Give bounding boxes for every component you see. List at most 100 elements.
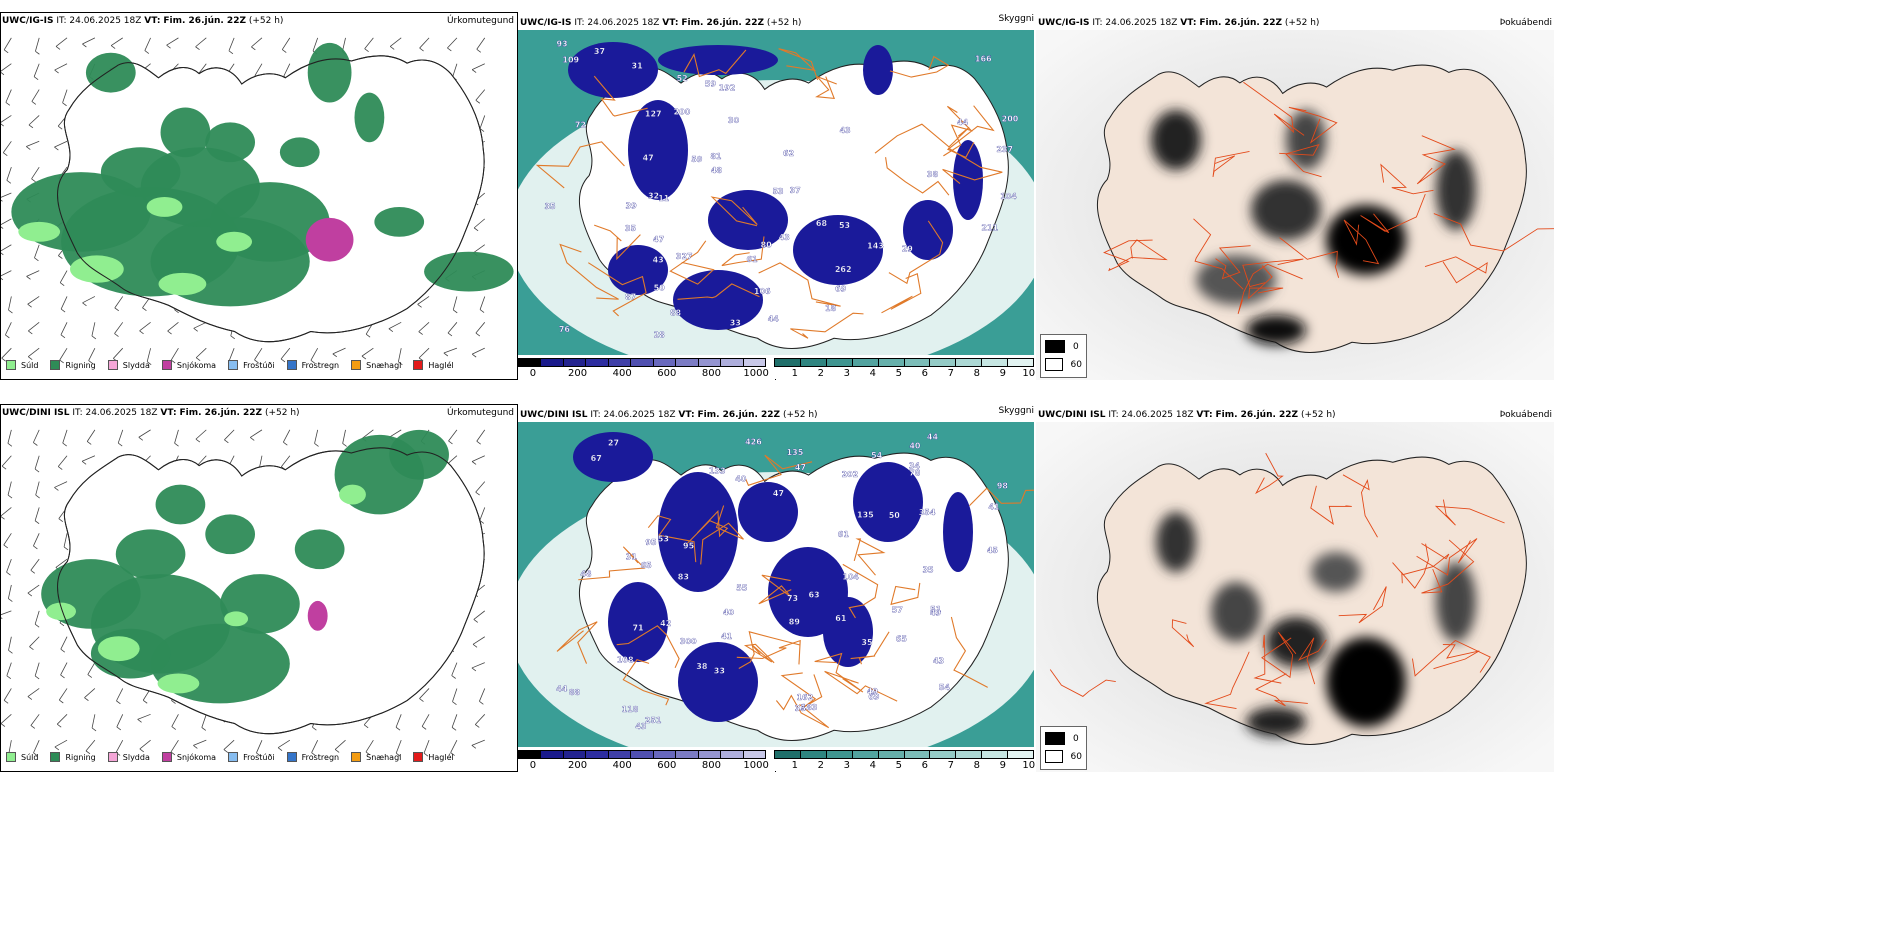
cloud-base-label: 61: [835, 614, 847, 623]
ptype-legend: Súld Rigning Slydda Snjókoma Frostúði Frostre…: [6, 360, 466, 370]
colorbar-cell: [541, 359, 564, 366]
colorbar-cell: [800, 751, 827, 758]
cloud-base-label: 251: [645, 716, 662, 725]
cloud-base-label: 57: [892, 606, 903, 615]
colorbar-tick: 10: [1022, 760, 1036, 771]
colorbar-cell: [676, 359, 699, 366]
colorbar-cell: [743, 751, 765, 758]
legend-label: Snæhagl: [366, 752, 402, 762]
cloud-base-label: 51: [930, 605, 942, 614]
fog-legend-swatch: [1045, 750, 1063, 763]
colorbar-cell: [743, 359, 765, 366]
cloud-base-label: 43: [840, 126, 851, 135]
fog-legend: 0 60: [1040, 726, 1087, 770]
cloud-base-label: 162: [796, 693, 813, 702]
cloud-base-label: 44: [927, 433, 939, 442]
row1-vis-panel: 109 93 35 166 200 262 192 327 76 143 43 37 28 35 80 59 6…: [518, 12, 1036, 380]
legend-swatch: [161, 360, 172, 370]
colorbar-cell: [826, 751, 853, 758]
cloud-base-label: 133: [709, 467, 726, 476]
panel-name: Þokuábendi: [1499, 18, 1552, 28]
height-colorbar: m0 200 400 600 800 1000: [518, 750, 769, 772]
colorbar-tick: 2: [817, 760, 824, 771]
cloud-base-label: 192: [719, 84, 736, 93]
cloud-base-label: 48: [580, 569, 592, 578]
vis-bar-ticks: km1 2 3 4 5 6 7 8 9 10: [774, 760, 1036, 772]
ptype-legend-item: Snjókoma: [161, 360, 216, 370]
colorbar-cell: [608, 751, 632, 758]
ptype-legend-item: Snæhagl: [351, 752, 401, 762]
colorbar-tick: 1: [791, 760, 798, 771]
ptype-map: [0, 404, 518, 772]
cloud-base-label: 98: [997, 481, 1009, 490]
colorbar-cell: [956, 751, 983, 758]
legend-label: Súld: [21, 752, 39, 762]
colorbar-tick: 6: [921, 368, 928, 379]
colorbar-cell: [721, 751, 744, 758]
cloud-base-label: 27: [608, 438, 619, 447]
colorbar-tick: 400: [612, 760, 632, 771]
cloud-base-label: 50: [889, 511, 901, 520]
fog-legend-item: 60: [1045, 358, 1082, 371]
cloud-base-label: 327: [676, 252, 693, 261]
colorbar-tick: 1000: [743, 760, 769, 771]
cloud-base-label: 47: [643, 153, 654, 162]
colorbar-cell: [930, 359, 957, 366]
colorbar-cell: [826, 359, 853, 366]
vis-bar-cells: [774, 358, 1034, 367]
cloud-base-label: 202: [841, 470, 858, 479]
colorbar-tick: 0: [529, 760, 537, 771]
cloud-base-label: 72: [575, 121, 586, 130]
fog-legend: 0 60: [1040, 334, 1087, 378]
vis-bar-cells: [774, 750, 1034, 759]
colorbar-tick: 7: [947, 368, 954, 379]
legend-label: Frostúði: [243, 360, 275, 370]
colorbar-tick: 800: [701, 368, 721, 379]
road-network: [535, 48, 1003, 339]
visibility-svg: 183 33 95 354 426 251 51 41 34 41 47 133 73 42 53 54 49 7…: [518, 422, 1034, 747]
legend-swatch: [228, 360, 239, 370]
cloud-base-label: 87: [625, 292, 636, 301]
cloud-base-label: 53: [839, 221, 850, 230]
cloud-base-label: 44: [556, 684, 568, 693]
row1-fog-panel: UWC/IG-IS IT: 24.06.2025 18Z VT: Fim. 26…: [1036, 12, 1554, 380]
cloud-base-label: 95: [683, 542, 695, 551]
colorbar-cell: [775, 359, 801, 366]
ptype-legend: Súld Rigning Slydda Snjókoma Frostúði Frostre…: [6, 752, 466, 762]
fog-legend-item: 0: [1045, 732, 1082, 745]
legend-swatch: [107, 752, 118, 762]
cloud-base-label: 53: [658, 535, 669, 544]
colorbar-tick: 6: [921, 760, 928, 771]
vis-colorbar: km1 2 3 4 5 6 7 8 9 10: [774, 750, 1036, 772]
road-network: [1049, 452, 1505, 710]
cloud-base-label: 55: [736, 584, 748, 593]
panel-name: Þokuábendi: [1499, 410, 1552, 420]
cloud-base-label: 78: [909, 469, 921, 478]
cloud-base-label: 71: [632, 624, 644, 633]
ptype-legend-item: Haglél: [413, 360, 454, 370]
colorbar-tick: 2: [817, 368, 824, 379]
panel-name: Skyggni: [998, 406, 1034, 416]
low-visibility-areas: [573, 432, 973, 722]
ptype-legend-item: Frostregn: [286, 752, 339, 762]
ptype-svg: [1, 429, 486, 758]
fog-legend-value: 60: [1070, 359, 1082, 370]
cloud-base-label: 61: [746, 255, 758, 264]
colorbar-tick: 5: [895, 760, 902, 771]
fog-legend-swatch: [1045, 358, 1063, 371]
legend-label: Frostregn: [301, 360, 340, 370]
cloud-base-label: 29: [902, 244, 914, 253]
panel-title: UWC/IG-IS IT: 24.06.2025 18Z VT: Fim. 26…: [520, 18, 802, 28]
colorbar-cell: [982, 359, 1009, 366]
ptype-legend-item: Snjókoma: [161, 752, 216, 762]
cloud-base-label: 49: [867, 687, 879, 696]
legend-label: Rigning: [65, 752, 96, 762]
colorbar-tick: 1000: [743, 368, 769, 379]
cloud-base-label: 28: [654, 331, 666, 340]
colorbar-cell: [631, 751, 654, 758]
visibility-map: 109 93 35 166 200 262 192 327 76 143 43 37 28 35 80 59 6…: [518, 30, 1034, 355]
colorbar-tick: 7: [947, 760, 954, 771]
colorbar-cell: [904, 751, 931, 758]
cloud-base-label: 69: [868, 693, 880, 702]
colorbar-cell: [904, 359, 931, 366]
